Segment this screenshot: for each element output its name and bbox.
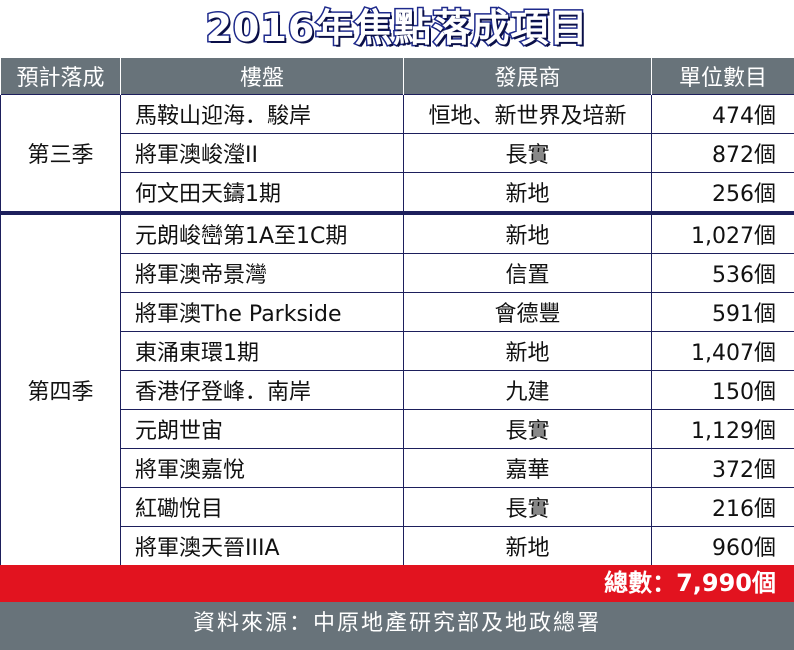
developer: 會德豐 bbox=[403, 292, 652, 332]
header-completion: 預計落成 bbox=[0, 58, 121, 95]
table-row: 將軍澳天晉IIIA 新地 960個 bbox=[1, 526, 794, 566]
project-name: 元朗世宙 bbox=[120, 409, 404, 449]
unit-count: 256個 bbox=[651, 172, 794, 214]
table-header-row: 預計落成 樓盤 發展商 單位數目 bbox=[0, 58, 794, 95]
total-bar: 總數：7,990個 bbox=[0, 565, 794, 602]
developer: 新地 bbox=[403, 211, 652, 254]
unit-count: 872個 bbox=[651, 133, 794, 173]
developer: 信置 bbox=[403, 253, 652, 293]
developer: 新地 bbox=[403, 331, 652, 371]
project-name: 東涌東環1期 bbox=[120, 331, 404, 371]
projects-table: 預計落成 樓盤 發展商 單位數目 第三季 馬鞍山迎海．駿岸 恒地、新世界及培新 … bbox=[0, 58, 794, 566]
unit-count: 960個 bbox=[651, 526, 794, 566]
developer: 新地 bbox=[403, 172, 652, 214]
project-name: 馬鞍山迎海．駿岸 bbox=[120, 94, 404, 134]
developer: 九建 bbox=[403, 370, 652, 410]
unit-count: 1,129個 bbox=[651, 409, 794, 449]
table-row: 第三季 馬鞍山迎海．駿岸 恒地、新世界及培新 474個 bbox=[0, 94, 794, 214]
project-name: 將軍澳帝景灣 bbox=[120, 253, 404, 293]
season-q4: 第四季 bbox=[0, 211, 121, 566]
table-row: 元朗世宙 長實 1,129個 bbox=[1, 409, 794, 449]
developer: 長實 bbox=[403, 409, 652, 449]
season-q3: 第三季 bbox=[0, 94, 121, 214]
project-name: 元朗峻巒第1A至1C期 bbox=[120, 211, 404, 254]
title-text: 2016年焦點落成項目 bbox=[204, 5, 589, 52]
table-row: 將軍澳嘉悅 嘉華 372個 bbox=[1, 448, 794, 488]
project-name: 將軍澳嘉悅 bbox=[120, 448, 404, 488]
developer: 新地 bbox=[403, 526, 652, 566]
table-row: 東涌東環1期 新地 1,407個 bbox=[1, 331, 794, 371]
table-row: 紅磡悅目 長實 216個 bbox=[1, 487, 794, 527]
developer: 長實 bbox=[403, 133, 652, 173]
project-name: 香港仔登峰．南岸 bbox=[120, 370, 404, 410]
page-title: 2016年焦點落成項目 bbox=[0, 0, 794, 56]
header-project: 樓盤 bbox=[120, 58, 404, 95]
project-name: 將軍澳峻瀅II bbox=[120, 133, 404, 173]
project-name: 何文田天鑄1期 bbox=[120, 172, 404, 214]
developer: 恒地、新世界及培新 bbox=[403, 94, 652, 134]
developer: 長實 bbox=[403, 487, 652, 527]
table-row: 何文田天鑄1期 新地 256個 bbox=[1, 172, 794, 214]
table-row: 將軍澳帝景灣 信置 536個 bbox=[1, 253, 794, 293]
source-footer: 資料來源：中原地產研究部及地政總署 bbox=[0, 602, 794, 650]
header-developer: 發展商 bbox=[403, 58, 652, 95]
unit-count: 474個 bbox=[651, 94, 794, 134]
unit-count: 591個 bbox=[651, 292, 794, 332]
table-row: 香港仔登峰．南岸 九建 150個 bbox=[1, 370, 794, 410]
project-name: 將軍澳The Parkside bbox=[120, 292, 404, 332]
unit-count: 216個 bbox=[651, 487, 794, 527]
table-row: 將軍澳峻瀅II 長實 872個 bbox=[1, 133, 794, 173]
project-name: 將軍澳天晉IIIA bbox=[120, 526, 404, 566]
table-row: 第四季 元朗峻巒第1A至1C期 新地 1,027個 bbox=[0, 211, 794, 566]
table-row: 將軍澳The Parkside 會德豐 591個 bbox=[1, 292, 794, 332]
header-units: 單位數目 bbox=[651, 58, 794, 95]
developer: 嘉華 bbox=[403, 448, 652, 488]
project-name: 紅磡悅目 bbox=[120, 487, 404, 527]
unit-count: 150個 bbox=[651, 370, 794, 410]
unit-count: 372個 bbox=[651, 448, 794, 488]
unit-count: 1,027個 bbox=[651, 211, 794, 254]
unit-count: 1,407個 bbox=[651, 331, 794, 371]
unit-count: 536個 bbox=[651, 253, 794, 293]
